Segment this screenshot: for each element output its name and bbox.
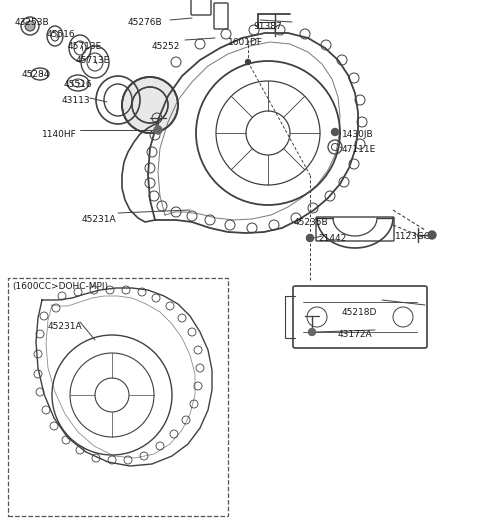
Text: 45713E: 45713E — [68, 42, 102, 51]
Text: 45218D: 45218D — [342, 308, 377, 317]
Text: 45231A: 45231A — [48, 322, 83, 331]
Text: (1600CC>DOHC-MPI): (1600CC>DOHC-MPI) — [12, 282, 108, 291]
Text: 45284: 45284 — [22, 70, 50, 79]
Circle shape — [307, 234, 313, 242]
Text: 43253B: 43253B — [15, 18, 49, 27]
Circle shape — [25, 21, 35, 31]
Circle shape — [428, 231, 436, 239]
Text: 45516: 45516 — [64, 80, 93, 89]
Text: 1430JB: 1430JB — [342, 130, 373, 139]
Circle shape — [245, 59, 251, 65]
Text: 45713E: 45713E — [76, 56, 110, 65]
Text: 21442: 21442 — [318, 234, 346, 243]
Circle shape — [309, 329, 315, 335]
Text: 45276B: 45276B — [128, 18, 163, 27]
Text: 43172A: 43172A — [338, 330, 372, 339]
Text: 45235B: 45235B — [294, 218, 329, 227]
Text: 1140HF: 1140HF — [42, 130, 77, 139]
Text: 1123GC: 1123GC — [395, 232, 431, 241]
Text: 45252: 45252 — [152, 42, 180, 51]
Circle shape — [154, 126, 162, 134]
Text: 43113: 43113 — [62, 96, 91, 105]
Circle shape — [332, 128, 338, 136]
Text: 45231A: 45231A — [82, 215, 117, 224]
Text: 1601DF: 1601DF — [228, 38, 263, 47]
Text: 47111E: 47111E — [342, 145, 376, 154]
Ellipse shape — [122, 77, 178, 133]
Text: 91387: 91387 — [253, 22, 282, 31]
Text: 45516: 45516 — [47, 30, 76, 39]
